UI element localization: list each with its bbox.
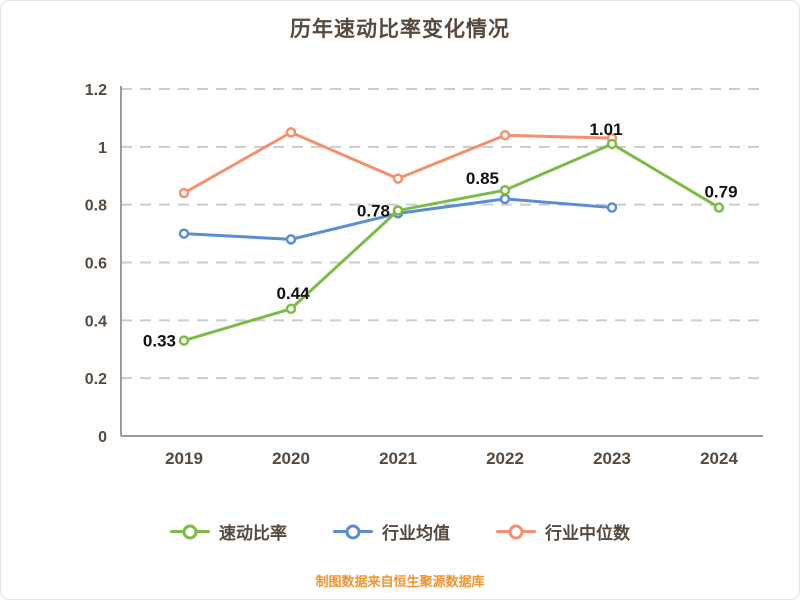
data-source-caption: 制图数据来自恒生聚源数据库	[315, 574, 485, 589]
svg-text:2020: 2020	[272, 449, 310, 468]
svg-text:2021: 2021	[379, 449, 417, 468]
svg-text:0.8: 0.8	[85, 198, 107, 215]
series-2	[178, 127, 618, 199]
legend-label-industry-mean: 行业均值	[382, 524, 450, 543]
svg-text:1.01: 1.01	[589, 120, 622, 139]
series-0	[178, 138, 725, 346]
series-1	[178, 193, 618, 245]
gridlines	[121, 88, 761, 380]
chart-legend: 速动比率 行业均值 行业中位数	[1, 519, 799, 544]
legend-item-quick-ratio[interactable]: 速动比率	[170, 519, 287, 544]
svg-text:2023: 2023	[593, 449, 631, 468]
y-axis-tick-labels: 0 0.2 0.4 0.6 0.8 1 1.2	[85, 82, 107, 446]
svg-text:1: 1	[98, 140, 107, 157]
svg-text:0.79: 0.79	[704, 183, 737, 202]
x-axis-labels: 2019 2020 2021 2022 2023 2024	[165, 449, 738, 468]
svg-text:0.4: 0.4	[85, 313, 107, 330]
svg-text:2022: 2022	[486, 449, 524, 468]
svg-text:2019: 2019	[165, 449, 203, 468]
svg-text:0.6: 0.6	[85, 256, 107, 273]
svg-text:1.2: 1.2	[85, 82, 107, 99]
chart-title: 历年速动比率变化情况	[290, 18, 510, 41]
legend-item-industry-median[interactable]: 行业中位数	[496, 519, 630, 544]
legend-marker-quick-ratio-icon	[170, 524, 210, 539]
legend-label-quick-ratio: 速动比率	[219, 524, 287, 543]
svg-text:2024: 2024	[700, 449, 738, 468]
svg-text:0: 0	[98, 429, 107, 446]
legend-item-industry-mean[interactable]: 行业均值	[333, 519, 450, 544]
point-labels: 0.33 0.44 0.78 0.85 1.01 0.79	[143, 120, 738, 351]
svg-text:0.85: 0.85	[466, 169, 499, 188]
svg-text:0.2: 0.2	[85, 371, 107, 388]
legend-marker-industry-mean-icon	[333, 524, 373, 539]
axes	[120, 86, 763, 437]
svg-text:0.33: 0.33	[143, 332, 176, 351]
legend-label-industry-median: 行业中位数	[545, 524, 630, 543]
svg-text:0.78: 0.78	[357, 201, 390, 220]
svg-text:0.44: 0.44	[276, 284, 310, 303]
legend-marker-industry-median-icon	[496, 524, 536, 539]
